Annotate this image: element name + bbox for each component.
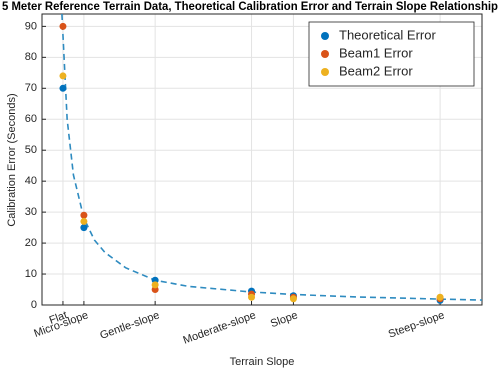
x-tick-label: Moderate-slope bbox=[182, 309, 258, 346]
data-point bbox=[80, 217, 88, 225]
legend-marker bbox=[321, 32, 329, 40]
x-tick-label: Slope bbox=[269, 309, 300, 330]
fit-curve bbox=[61, 14, 482, 301]
y-tick-label: 60 bbox=[25, 113, 37, 125]
legend-box bbox=[308, 21, 475, 87]
data-point bbox=[80, 211, 88, 219]
data-point bbox=[59, 84, 67, 92]
chart-title: 5 Meter Reference Terrain Data, Theoreti… bbox=[2, 0, 498, 13]
legend-marker bbox=[321, 50, 329, 58]
plot-frame bbox=[41, 13, 483, 306]
y-tick-label: 0 bbox=[31, 299, 37, 311]
legend-label: Beam1 Error bbox=[339, 45, 413, 60]
legend-marker bbox=[321, 68, 329, 76]
data-point bbox=[59, 72, 67, 80]
y-tick-label: 70 bbox=[25, 82, 37, 94]
y-tick-label: 80 bbox=[25, 51, 37, 63]
y-tick-label: 10 bbox=[25, 268, 37, 280]
x-tick-label: Flat bbox=[48, 309, 69, 327]
y-tick-label: 20 bbox=[25, 237, 37, 249]
data-point bbox=[248, 293, 256, 301]
data-point bbox=[151, 281, 159, 289]
x-tick-label: Steep-slope bbox=[387, 309, 446, 340]
x-axis-label: Terrain Slope bbox=[230, 356, 295, 368]
y-tick-label: 40 bbox=[25, 175, 37, 187]
legend-label: Theoretical Error bbox=[339, 27, 436, 42]
data-point bbox=[289, 295, 297, 303]
y-tick-label: 50 bbox=[25, 144, 37, 156]
x-tick-label: Gentle-slope bbox=[98, 309, 161, 342]
y-tick-label: 90 bbox=[25, 20, 37, 32]
y-axis-label: Calibration Error (Seconds) bbox=[6, 93, 18, 226]
y-tick-label: 30 bbox=[25, 206, 37, 218]
legend-label: Beam2 Error bbox=[339, 63, 413, 78]
data-point bbox=[436, 293, 444, 301]
data-point bbox=[59, 22, 67, 30]
data-point bbox=[80, 224, 88, 232]
